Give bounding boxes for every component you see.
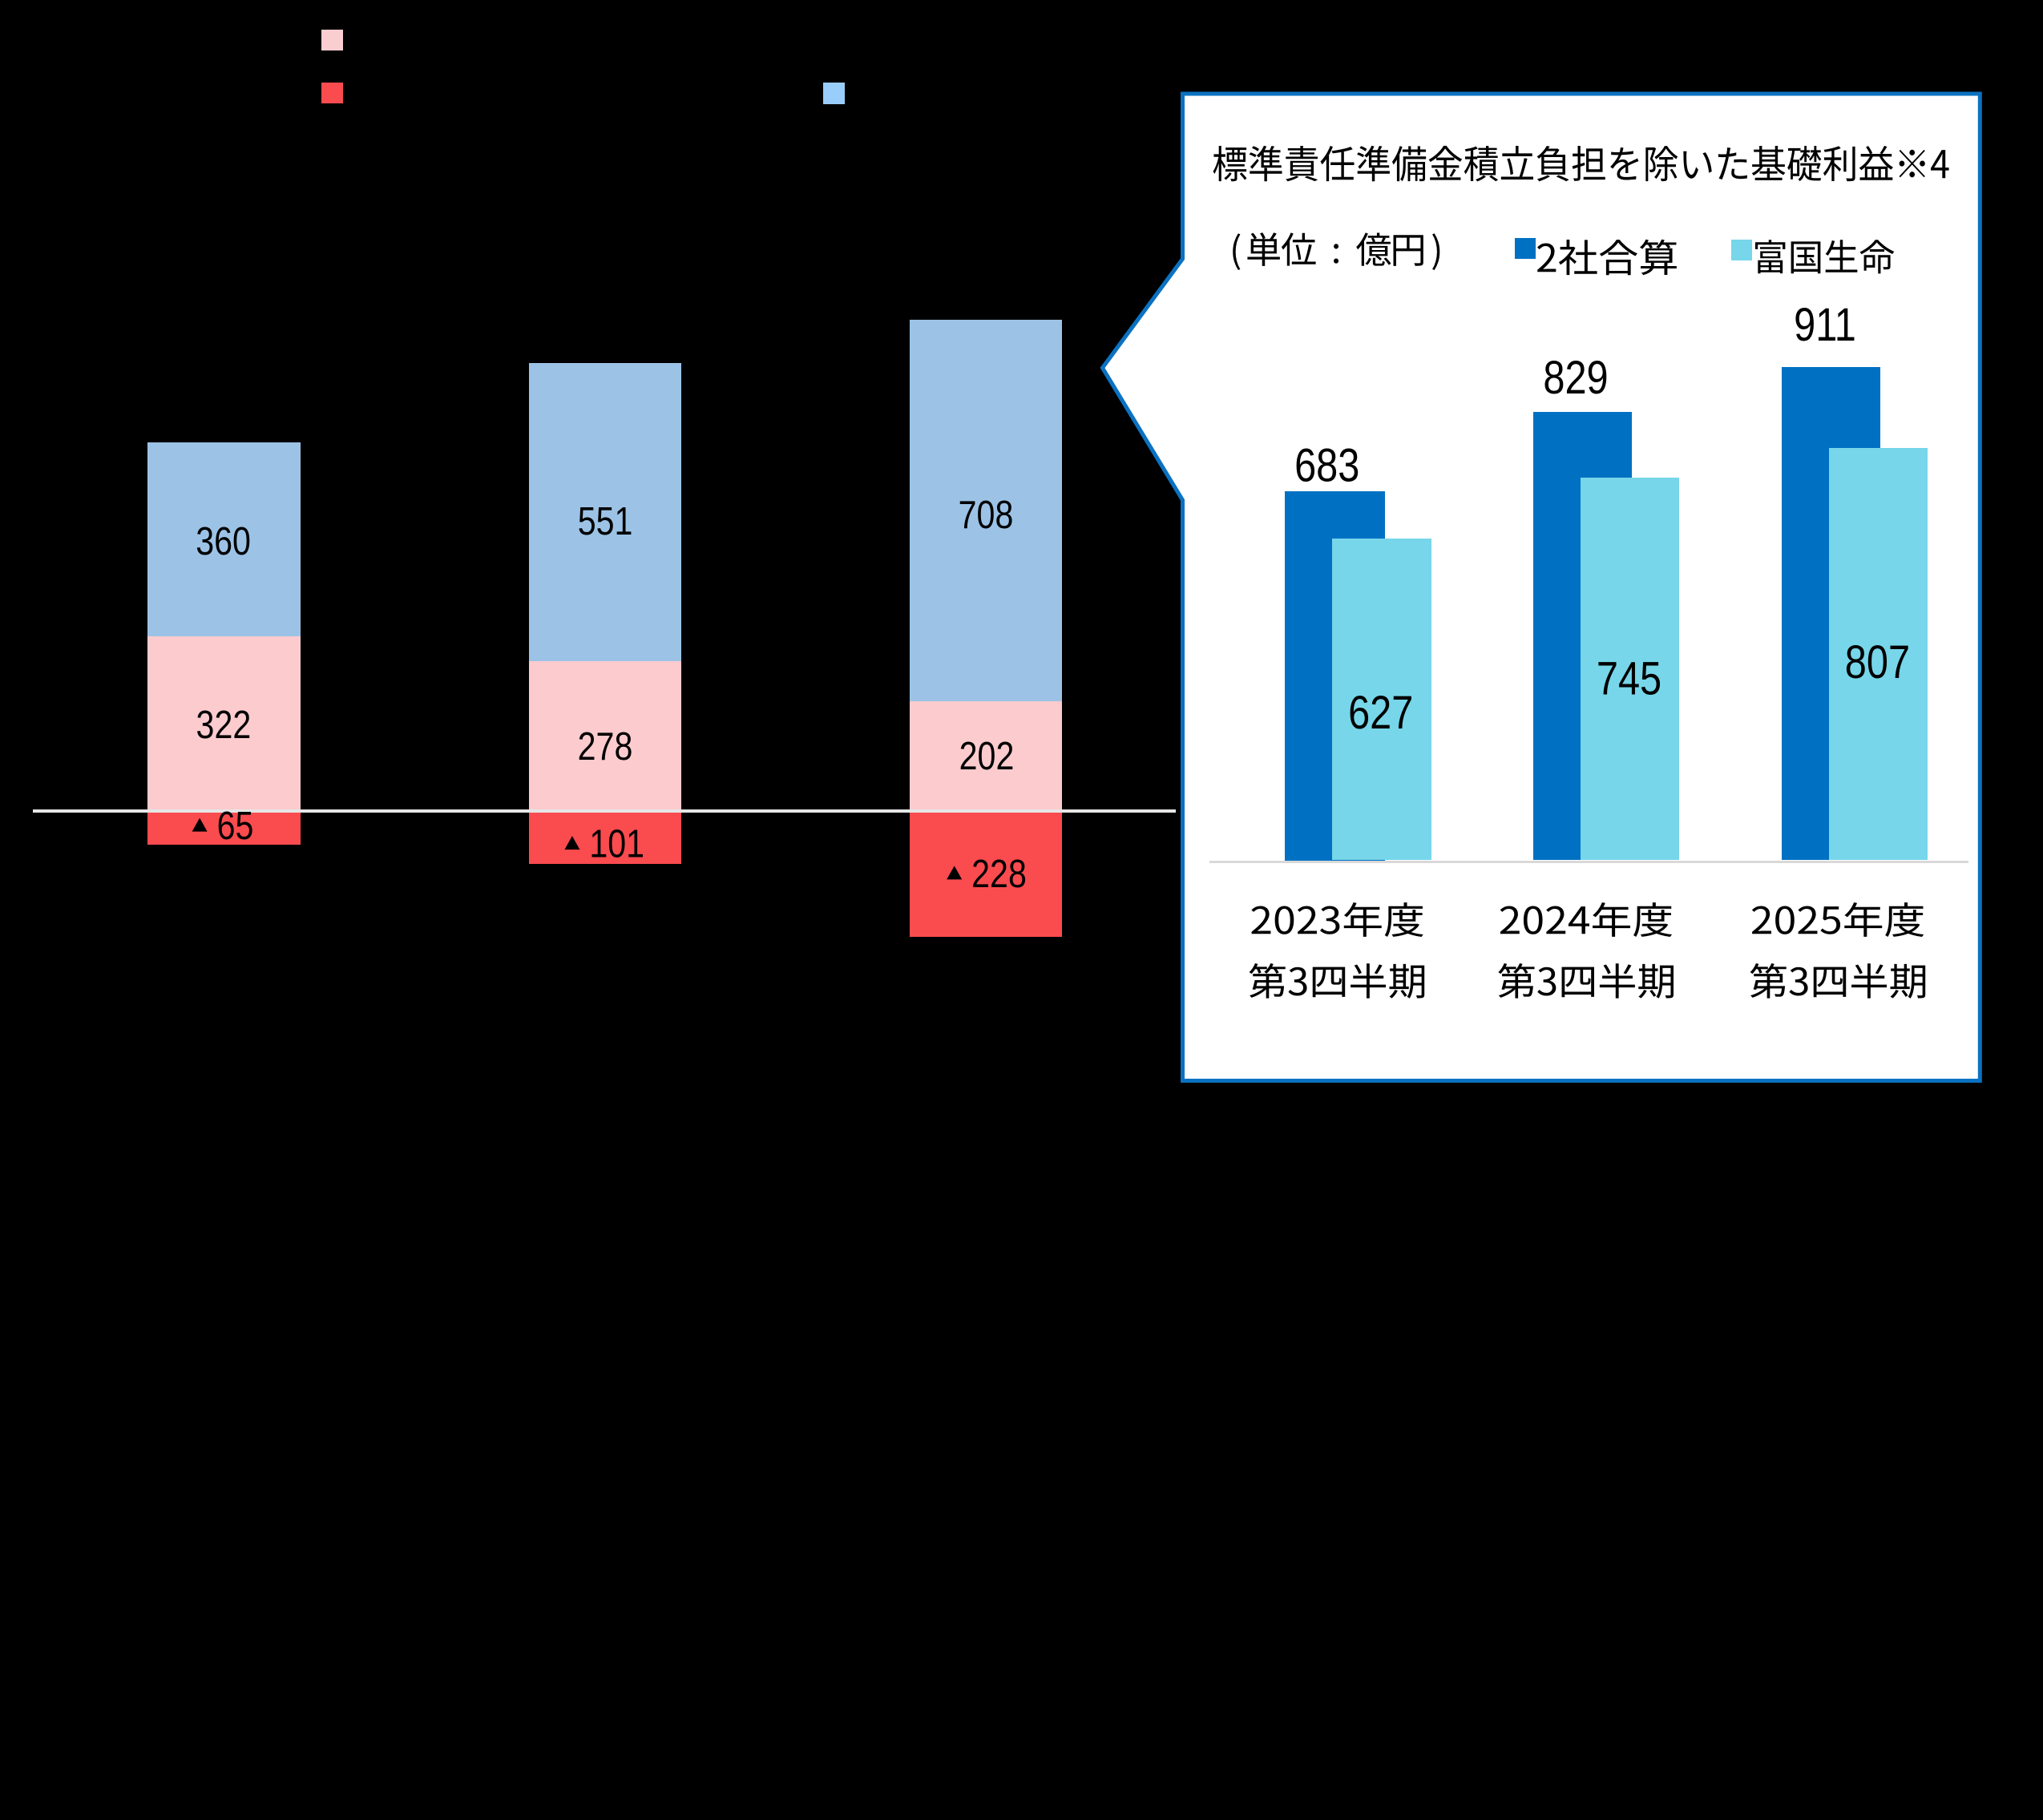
svg-text:683: 683	[1294, 441, 1359, 492]
svg-text:101: 101	[589, 821, 644, 866]
svg-text:745: 745	[1597, 653, 1661, 704]
svg-text:807: 807	[1845, 637, 1910, 688]
svg-text:911: 911	[1794, 300, 1856, 351]
svg-text:65: 65	[217, 804, 254, 848]
svg-text:228: 228	[971, 851, 1027, 895]
svg-text:202: 202	[959, 734, 1015, 778]
svg-text:360: 360	[196, 519, 251, 563]
svg-text:708: 708	[959, 493, 1014, 537]
svg-text:551: 551	[578, 499, 633, 543]
svg-text:278: 278	[578, 724, 633, 769]
svg-text:322: 322	[196, 703, 252, 747]
svg-text:829: 829	[1543, 353, 1608, 404]
svg-text:627: 627	[1348, 688, 1413, 739]
